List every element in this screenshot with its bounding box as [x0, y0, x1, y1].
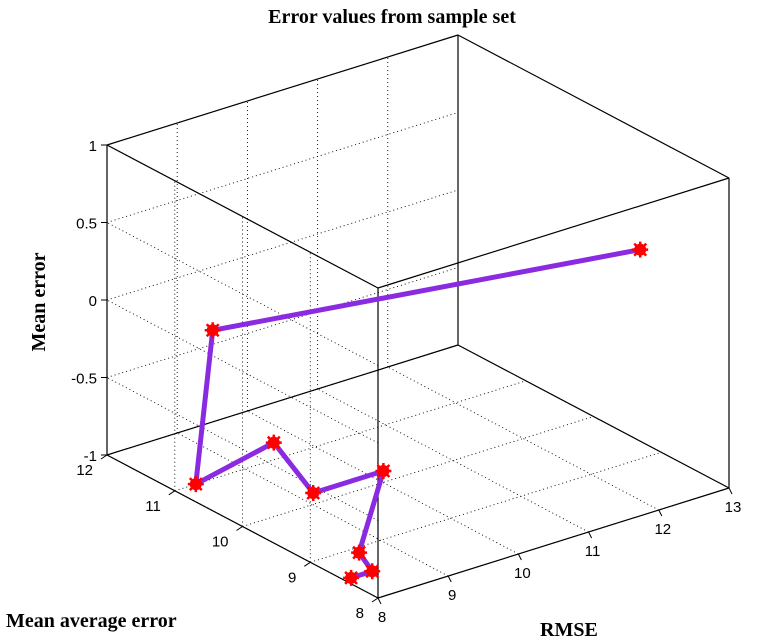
tick-label-z: -1 — [84, 448, 97, 465]
tick-mark-y — [236, 526, 243, 531]
tick-mark-x — [588, 531, 593, 539]
tick-label-y: 9 — [288, 569, 296, 586]
tick-label-x: 8 — [378, 609, 386, 626]
data-point — [343, 569, 360, 586]
box-edge — [377, 487, 730, 599]
tick-mark-y — [100, 454, 108, 460]
data-point — [364, 563, 381, 580]
tick-label-y: 8 — [356, 605, 364, 622]
axes-box — [100, 34, 733, 605]
box-edge — [106, 34, 459, 146]
data-point-star — [204, 322, 221, 339]
data-point — [187, 476, 204, 493]
box-edge — [106, 144, 379, 289]
tick-label-z: 0 — [89, 293, 97, 310]
tick-label-y: 11 — [145, 498, 161, 515]
tick-label-z: 1 — [89, 138, 97, 155]
tick-label-x: 10 — [514, 565, 531, 582]
z-axis-label: Mean error — [28, 252, 50, 351]
tick-mark-x — [658, 509, 663, 517]
grid-line-x-floor — [176, 432, 449, 577]
tick-mark-y — [371, 597, 379, 603]
box-edge — [106, 344, 459, 456]
data-point-star — [305, 485, 322, 501]
data-point — [632, 241, 649, 258]
tick-mark-x — [517, 553, 522, 561]
box-edge — [457, 34, 730, 179]
data-point-star — [343, 569, 360, 586]
tick-label-x: 9 — [448, 587, 456, 604]
series-layer — [187, 241, 649, 586]
grid-layer — [106, 34, 730, 599]
x-axis-label: RMSE — [540, 619, 598, 641]
data-point — [265, 434, 282, 451]
chart-title: Error values from sample set — [268, 6, 516, 28]
tick-label-x: 11 — [585, 543, 601, 560]
tick-label-z: 0.5 — [76, 216, 97, 233]
tick-mark-x — [377, 597, 382, 605]
grid-line-x-floor — [247, 410, 519, 555]
tick-mark-x — [728, 487, 733, 495]
data-point-star — [265, 434, 282, 451]
y-axis-label: Mean average error — [6, 610, 177, 632]
tick-label-z: -0.5 — [71, 371, 97, 388]
grid-line-x-floor — [387, 366, 660, 511]
data-point-star — [351, 544, 368, 561]
data-point-star — [632, 241, 649, 258]
tick-label-x: 13 — [725, 499, 742, 516]
data-point — [305, 485, 322, 501]
grid-line-y-floor — [174, 380, 526, 492]
data-point — [351, 544, 368, 561]
data-point — [375, 463, 392, 479]
tick-mark-y — [304, 561, 311, 567]
data-point-star — [375, 463, 392, 479]
data-point-star — [187, 476, 204, 493]
tick-label-x: 12 — [654, 521, 671, 538]
tick-label-y: 12 — [76, 462, 93, 479]
tick-mark-x — [447, 575, 452, 583]
tick-label-y: 10 — [212, 534, 229, 551]
tick-mark-y — [168, 490, 176, 496]
grid-line-z-back — [106, 189, 459, 301]
data-point — [204, 322, 221, 339]
data-point-star — [364, 563, 381, 580]
box-edge — [377, 177, 730, 289]
box-edge — [457, 344, 730, 489]
